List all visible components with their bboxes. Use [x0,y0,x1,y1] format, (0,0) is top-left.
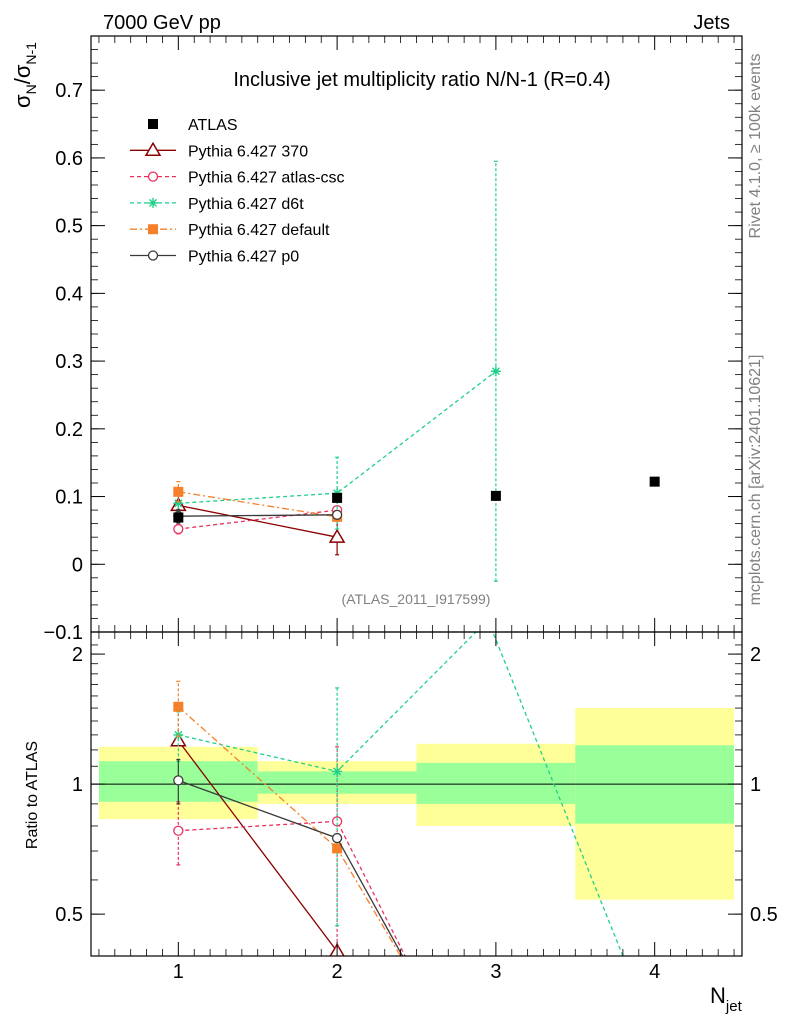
x-tick-label-3: 3 [490,961,501,983]
top-y-axis-label: σN/σN-1 [10,42,39,108]
ratio-point-4-2 [332,843,343,854]
top-panel-series [170,160,660,582]
top-y-tick-label-6: 0.4 [55,283,83,305]
top-point-4-1 [173,498,184,509]
top-series-line-3 [178,509,338,530]
top-point-3-1 [173,523,184,535]
band-inner-3 [416,762,576,804]
ratio-point-2-2 [331,816,343,827]
top-point-2-2 [328,528,346,543]
legend-item-3: Pythia 6.427 atlas-csc [130,170,345,187]
top-y-tick-label-9: 0.7 [55,80,83,102]
ratio-y-tick-label-right-3: 2 [750,644,761,666]
top-y-tick-label-4: 0.2 [55,419,83,441]
top-y-tick-label-5: 0.3 [55,351,83,373]
top-y-tick-label-3: 0.1 [55,487,83,509]
top-point-1-2 [332,492,343,503]
legend-label-1: ATLAS [188,117,238,134]
top-series-line-5 [178,491,338,518]
top-series-2 [170,496,346,556]
legend-marker-2 [144,141,162,157]
top-point-4-3 [490,366,501,377]
legend-marker-6 [147,250,159,261]
legend-marker-5 [148,224,158,235]
ratio-y-tick-label-1: 0.5 [55,904,83,926]
top-y-tick-label-2: 0 [72,554,83,576]
ratio-y-tick-label-right-1: 0.5 [750,904,778,926]
ratio-point-4-1 [173,701,184,712]
legend-label-2: Pythia 6.427 370 [188,143,308,160]
legend-item-1: ATLAS [148,117,238,134]
ratio-point-5-2 [331,832,343,844]
ratio-series-line-2 [178,820,406,956]
top-point-1-4 [649,476,660,487]
top-y-tick-label-8: 0.6 [55,148,83,170]
legend-marker-1 [148,119,158,129]
legend-item-4: Pythia 6.427 d6t [130,196,304,213]
category-label: Jets [693,12,730,34]
legend-item-2: Pythia 6.427 370 [130,141,308,160]
ratio-point-3-2 [332,766,343,777]
legend: ATLAS Pythia 6.427 370 Pythia 6.427 atlas-… [130,117,345,266]
top-point-1-1 [173,512,184,523]
analysis-id-label: (ATLAS_2011_I917599) [342,591,491,607]
x-tick-label-4: 4 [649,961,660,983]
top-series-line-2 [178,504,338,538]
energy-label: 7000 GeV pp [103,12,221,34]
ratio-point-5-1 [173,775,184,786]
legend-label-3: Pythia 6.427 atlas-csc [188,170,345,187]
band-inner-2 [257,771,417,794]
top-y-tick-label-7: 0.5 [55,216,83,238]
ratio-series-4 [173,680,402,956]
x-tick-label-2: 2 [332,961,343,983]
legend-label-4: Pythia 6.427 d6t [188,196,304,213]
bottom-y-axis-label: Ratio to ATLAS [24,741,41,849]
rivet-label: Rivet 4.1.0, ≥ 100k events [747,54,764,239]
legend-item-5: Pythia 6.427 default [130,222,330,239]
ratio-y-tick-label-2: 1 [72,774,83,796]
ratio-series-line-3 [178,632,624,956]
legend-label-6: Pythia 6.427 p0 [188,249,299,266]
plot-title: Inclusive jet multiplicity ratio N/N-1 (… [233,69,610,91]
legend-marker-4 [148,197,158,208]
x-tick-label-1: 1 [173,961,184,983]
top-point-6-2 [331,509,343,520]
top-y-tick-label-1: −0.1 [44,622,83,644]
top-point-1-3 [490,490,501,501]
ratio-uncertainty-bands [98,708,735,900]
legend-item-6: Pythia 6.427 p0 [130,249,299,266]
top-series-line-6 [178,514,338,517]
top-series-1 [173,476,660,523]
legend-label-5: Pythia 6.427 default [188,222,330,239]
ratio-y-tick-label-right-2: 1 [750,774,761,796]
ratio-point-2-1 [173,825,184,836]
ratio-y-tick-label-3: 2 [72,644,83,666]
axes: −0.1 0 0.1 0.2 0.3 0.4 0.5 0.6 0.7 0.5 0.5 1 1 2 2 1 2 3 4 [44,36,778,983]
legend-marker-3 [147,171,159,182]
top-point-5-1 [173,486,184,497]
x-axis-label: Njet [710,983,743,1015]
site-label: mcplots.cern.ch [arXiv:2401.10621] [747,355,764,606]
